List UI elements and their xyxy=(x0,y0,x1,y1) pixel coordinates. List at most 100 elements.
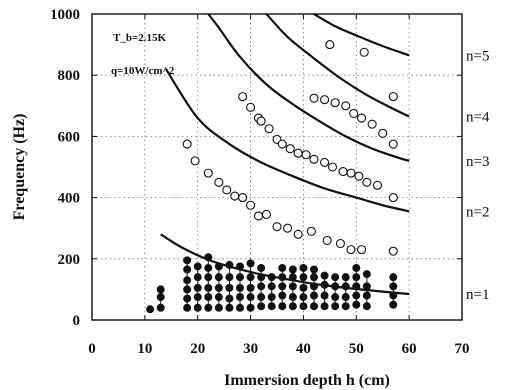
open-data-point xyxy=(330,98,340,108)
filled-data-point xyxy=(235,262,244,271)
open-data-point xyxy=(346,245,356,255)
curve-label: n=3 xyxy=(466,154,489,170)
filled-data-point xyxy=(225,260,234,269)
y-tick-label: 800 xyxy=(58,68,81,84)
filled-data-point xyxy=(214,262,223,271)
filled-data-point xyxy=(309,265,318,274)
open-data-point xyxy=(190,156,200,166)
filled-data-point xyxy=(193,262,202,271)
open-data-point xyxy=(388,139,398,149)
filled-data-point xyxy=(225,273,234,282)
open-data-point xyxy=(301,150,311,160)
open-data-point xyxy=(238,193,248,203)
filled-data-point xyxy=(183,285,192,294)
filled-data-point xyxy=(320,302,329,311)
curve-label: n=1 xyxy=(466,287,489,303)
open-data-point xyxy=(264,124,274,134)
open-data-point xyxy=(388,92,398,102)
open-data-point xyxy=(357,245,367,255)
filled-data-point xyxy=(183,276,192,285)
open-data-point xyxy=(372,180,382,190)
y-tick-label: 0 xyxy=(73,313,81,329)
filled-data-point xyxy=(389,273,398,282)
filled-data-point xyxy=(204,263,213,272)
filled-data-point xyxy=(341,293,350,302)
filled-data-point xyxy=(278,282,287,291)
filled-data-point xyxy=(193,303,202,312)
filled-data-point xyxy=(225,303,234,312)
open-data-point xyxy=(285,144,295,154)
open-data-point xyxy=(378,128,388,138)
open-data-point xyxy=(322,235,332,245)
open-data-point xyxy=(230,191,240,201)
y-tick-label: 200 xyxy=(58,252,81,268)
open-data-point xyxy=(388,193,398,203)
x-tick-label: 30 xyxy=(243,341,258,357)
filled-data-point xyxy=(257,273,266,282)
plot-frame xyxy=(91,13,463,321)
filled-data-point xyxy=(299,263,308,272)
filled-data-point xyxy=(278,291,287,300)
open-data-point xyxy=(320,95,330,105)
filled-data-point xyxy=(214,273,223,282)
filled-data-point xyxy=(267,293,276,302)
curve-label: n=2 xyxy=(466,204,489,220)
curve-label: n=4 xyxy=(466,110,490,126)
filled-data-point xyxy=(299,273,308,282)
filled-data-point xyxy=(267,302,276,311)
filled-data-point xyxy=(257,293,266,302)
open-data-point xyxy=(182,139,192,149)
open-data-point xyxy=(203,168,213,178)
open-data-point xyxy=(256,116,266,126)
open-data-point xyxy=(293,148,303,158)
filled-data-point xyxy=(214,283,223,292)
filled-data-point xyxy=(246,283,255,292)
x-tick-label: 40 xyxy=(296,341,311,357)
filled-data-point xyxy=(267,273,276,282)
open-data-point xyxy=(309,93,319,103)
x-tick-label: 70 xyxy=(455,341,470,357)
open-data-point xyxy=(320,157,330,167)
filled-data-point xyxy=(320,280,329,289)
x-tick-label: 50 xyxy=(349,341,364,357)
filled-data-point xyxy=(362,270,371,279)
filled-data-point xyxy=(352,273,361,282)
open-data-point xyxy=(214,177,224,187)
filled-data-point xyxy=(278,273,287,282)
open-data-point xyxy=(335,238,345,249)
filled-data-point xyxy=(331,302,340,311)
filled-data-point xyxy=(288,293,297,302)
filled-data-point xyxy=(235,283,244,292)
x-tick-label: 0 xyxy=(88,341,96,357)
filled-data-point xyxy=(288,265,297,274)
curve-label: n=5 xyxy=(466,48,489,64)
filled-data-point xyxy=(246,273,255,282)
filled-data-point xyxy=(214,293,223,302)
filled-data-point xyxy=(183,294,192,303)
filled-data-point xyxy=(341,302,350,311)
filled-data-point xyxy=(309,291,318,300)
filled-data-point xyxy=(288,302,297,311)
filled-data-point xyxy=(331,293,340,302)
filled-data-point xyxy=(156,285,165,294)
filled-data-point xyxy=(204,273,213,282)
filled-data-point xyxy=(389,300,398,309)
filled-data-point xyxy=(156,303,165,312)
y-tick-label: 400 xyxy=(58,191,81,207)
filled-data-point xyxy=(146,305,155,314)
curve-n1 xyxy=(160,233,410,296)
curve-n3 xyxy=(207,14,410,162)
open-data-point xyxy=(341,101,351,111)
open-data-point xyxy=(283,223,293,233)
filled-data-point xyxy=(288,273,297,282)
filled-data-point xyxy=(267,282,276,291)
x-tick-label: 10 xyxy=(137,341,152,357)
filled-data-point xyxy=(299,283,308,292)
open-data-point xyxy=(293,229,303,239)
filled-data-point xyxy=(156,293,165,302)
open-data-point xyxy=(261,209,271,219)
filled-data-point xyxy=(352,282,361,291)
open-data-point xyxy=(272,222,282,232)
